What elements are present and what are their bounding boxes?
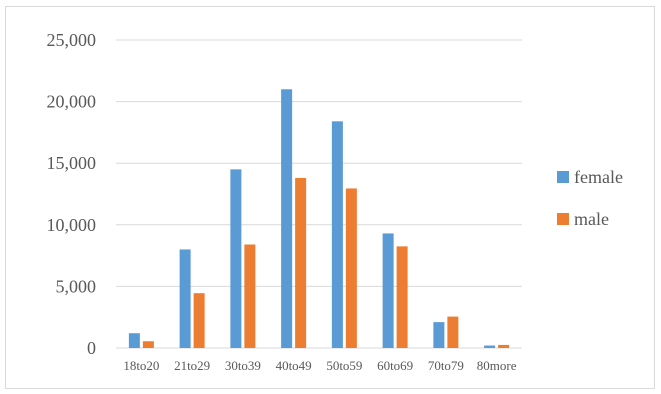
- y-tick-label: 25,000: [47, 30, 97, 50]
- bar-male-60to69: [396, 246, 408, 348]
- bar-male-30to39: [244, 244, 256, 348]
- bar-male-50to59: [345, 188, 357, 348]
- legend-swatch-female: [557, 171, 569, 183]
- bar-female-40to49: [281, 89, 293, 348]
- x-tick-label: 40to49: [276, 358, 312, 373]
- legend-label-male: male: [574, 209, 609, 229]
- bar-female-70to79: [433, 322, 445, 348]
- bar-male-40to49: [295, 177, 307, 348]
- x-tick-label: 18to20: [123, 358, 159, 373]
- x-tick-label: 80more: [477, 358, 517, 373]
- bar-male-21to29: [193, 293, 205, 348]
- x-tick-label: 60to69: [377, 358, 413, 373]
- x-tick-label: 50to59: [326, 358, 362, 373]
- bar-male-80more: [498, 344, 510, 348]
- y-tick-label: 15,000: [47, 153, 97, 173]
- bar-female-30to39: [230, 169, 242, 348]
- bar-female-50to59: [331, 121, 343, 348]
- bar-female-60to69: [382, 233, 394, 348]
- x-tick-label: 70to79: [428, 358, 464, 373]
- bar-male-70to79: [447, 316, 459, 348]
- y-tick-label: 0: [87, 338, 96, 358]
- y-tick-label: 20,000: [47, 92, 97, 112]
- bar-female-21to29: [179, 249, 191, 348]
- y-tick-label: 5,000: [56, 276, 97, 296]
- x-tick-label: 30to39: [225, 358, 261, 373]
- y-tick-label: 10,000: [47, 215, 97, 235]
- gridlines: [116, 39, 522, 349]
- legend-label-female: female: [574, 167, 623, 187]
- bar-female-18to20: [128, 333, 140, 348]
- bar-female-80more: [484, 345, 496, 348]
- bars: [128, 89, 510, 348]
- x-tick-label: 21to29: [174, 358, 210, 373]
- x-axis-ticks: 18to20 21to29 30to39 40to49 50to59 60to69 70to…: [123, 358, 516, 373]
- legend-swatch-male: [557, 213, 569, 225]
- legend: female male: [557, 167, 623, 229]
- bar-male-18to20: [142, 341, 154, 348]
- chart-area: [5, 6, 655, 389]
- y-axis-ticks: 0 5,000 10,000 15,000 20,000 25,000: [47, 30, 97, 358]
